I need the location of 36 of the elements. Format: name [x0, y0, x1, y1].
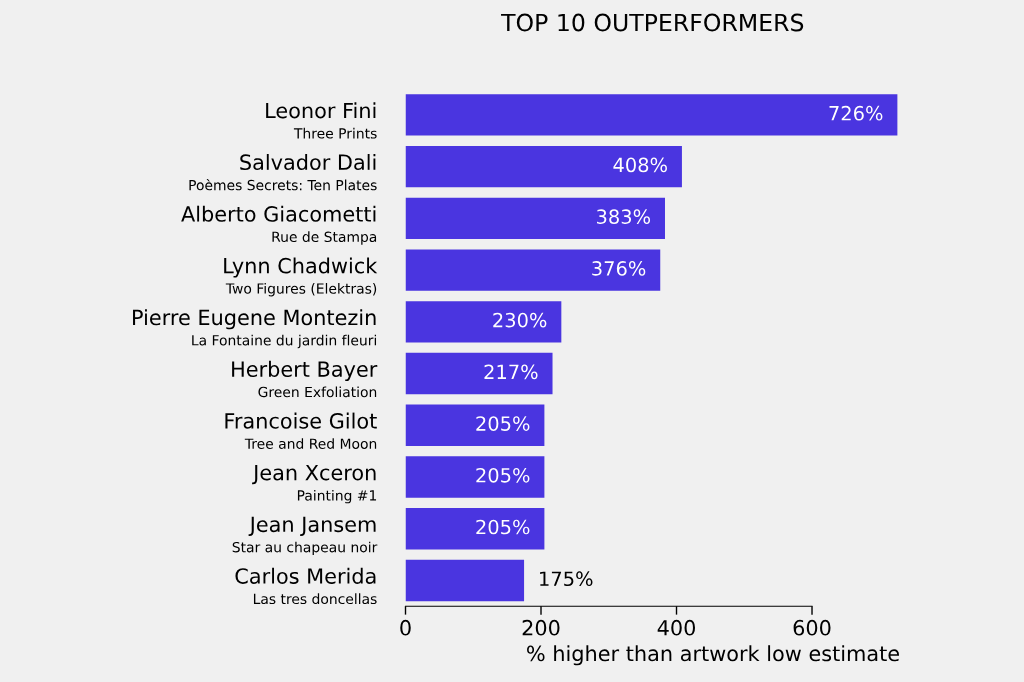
y-tick-label: Pierre Eugene Montezin La Fontaine du jardin fleuri	[133, 309, 377, 349]
x-axis-title: % higher than artwork low estimate	[527, 645, 899, 666]
data-label: 175%	[540, 571, 593, 587]
y-tick-label: Francoise Gilot Tree and Red Moon	[225, 412, 377, 449]
y-tick-label: Jean Jansem Star au chapeau noir	[232, 516, 378, 556]
bar	[405, 508, 545, 550]
y-tick-label: Jean Xceron Painting #1	[252, 464, 377, 504]
data-label: 205%	[476, 467, 530, 483]
data-label: 383%	[597, 209, 651, 225]
y-tick-label: Lynn Chadwick Two Figures (Elektras)	[224, 257, 378, 297]
bar	[405, 352, 553, 395]
x-tick-label: 200	[522, 619, 560, 636]
data-label: 230%	[493, 312, 547, 328]
chart-title: TOP 10 OUTPERFORMERS	[501, 13, 804, 32]
y-tick-label: Salvador Dali Poèmes Secrets: Ten Plates	[189, 153, 377, 191]
data-label: 376%	[592, 261, 646, 276]
data-label: 726%	[829, 105, 883, 121]
y-tick-label: Carlos Merida Las tres doncellas	[235, 567, 377, 605]
data-label: 205%	[476, 416, 530, 431]
bar	[405, 94, 898, 136]
data-label: 205%	[476, 519, 530, 535]
bar	[405, 301, 562, 343]
bar	[405, 145, 682, 188]
bar	[405, 559, 525, 602]
data-label: 217%	[484, 364, 538, 380]
y-tick-label: Alberto Giacometti Rue de Stampa	[181, 205, 377, 245]
x-tick-label: 0	[400, 619, 411, 636]
x-tick-label: 400	[657, 619, 696, 636]
data-label: 408%	[613, 157, 667, 173]
y-tick-label: Leonor Fini Three Prints	[266, 102, 377, 139]
bar	[405, 456, 545, 498]
y-tick-label: Herbert Bayer Green Exfoliation	[232, 360, 378, 398]
bar	[405, 197, 665, 240]
bar	[405, 404, 545, 446]
x-tick-label: 600	[793, 619, 831, 636]
bar	[405, 249, 661, 291]
